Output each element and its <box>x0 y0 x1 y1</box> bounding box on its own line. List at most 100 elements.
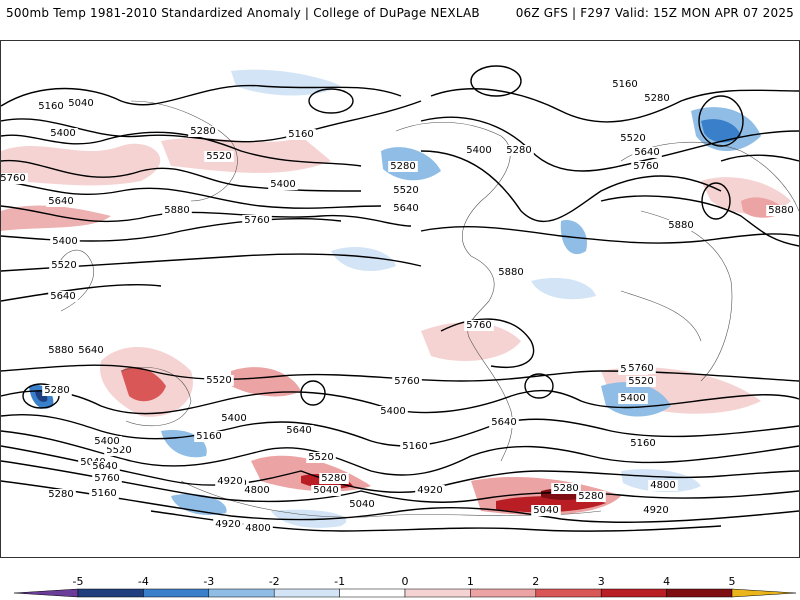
contour-label-bg <box>618 133 648 144</box>
contour-label-bg <box>531 505 561 516</box>
contour-label: 4800 <box>245 523 270 534</box>
contour-label: 5640 <box>50 291 75 302</box>
contour-label: 5280 <box>506 145 531 156</box>
contour-label: 5640 <box>78 345 103 356</box>
contour-label: 5280 <box>48 489 73 500</box>
contour-label-bg <box>76 345 106 356</box>
contour-label-bg <box>391 203 421 214</box>
contour-label-bg <box>464 320 494 331</box>
contour-label-bg <box>642 93 672 104</box>
contour-label: 5760 <box>633 161 658 172</box>
contour-label: 5280 <box>644 93 669 104</box>
contour-label-bg <box>311 485 341 496</box>
contour-label: 5400 <box>380 406 405 417</box>
contour-label-bg <box>392 376 422 387</box>
contour-label: 5640 <box>491 417 516 428</box>
contour-label-bg <box>576 491 606 502</box>
contour-label: 5880 <box>498 267 523 278</box>
contour-label: 4800 <box>650 480 675 491</box>
colorbar-ticks: -5 -4 -3 -2 -1 0 1 2 3 4 5 <box>73 575 736 588</box>
contour-label-bg <box>631 161 661 172</box>
colorbar-swatch <box>600 588 667 598</box>
contour-label-bg <box>36 101 66 112</box>
model-run-title: 06Z GFS | F297 Valid: 15Z MON APR 07 202… <box>515 6 794 20</box>
contour-label: 5160 <box>288 129 313 140</box>
contour-label: 5760 <box>1 173 26 184</box>
map-title: 500mb Temp 1981-2010 Standardized Anomal… <box>6 6 480 20</box>
contour-label: 5520 <box>620 133 645 144</box>
contour-label: 5640 <box>634 147 659 158</box>
anomaly-map: 5160 5040 5400 5280 5520 5760 5640 5880 5160 5400… <box>1 65 799 534</box>
contour-label-bg <box>46 345 76 356</box>
contour-label: 5520 <box>206 375 231 386</box>
contour-label: 5520 <box>393 185 418 196</box>
colorbar-swatch <box>535 588 602 598</box>
contour-label: 5520 <box>628 376 653 387</box>
contour-label: 5400 <box>221 413 246 424</box>
contour-label-bg <box>219 413 249 424</box>
colorbar-swatch <box>470 588 537 598</box>
colorbar: -5 -4 -3 -2 -1 0 1 2 3 4 5 <box>13 575 797 598</box>
contour-label: 5280 <box>578 491 603 502</box>
contour-label-bg <box>464 145 494 156</box>
contour-label: 5760 <box>628 363 653 374</box>
contour-label-bg <box>551 483 581 494</box>
contour-label: 5640 <box>48 196 73 207</box>
contour-labels: 5160 5040 5400 5280 5520 5760 5640 5880 5160 5400… <box>1 79 796 534</box>
contour-label: 5160 <box>38 101 63 112</box>
contour-label-bg <box>306 452 336 463</box>
contour-label-bg <box>90 461 120 472</box>
colorbar-swatch <box>404 588 471 598</box>
contour-label: 5880 <box>164 205 189 216</box>
contour-label-bg <box>204 151 234 162</box>
contour-label: 4920 <box>643 505 668 516</box>
contour-label: 5280 <box>44 385 69 396</box>
contour-label-bg <box>1 173 28 184</box>
contour-label: 4920 <box>215 519 240 530</box>
contour-label: 4800 <box>244 485 269 496</box>
contour-label: 5400 <box>94 436 119 447</box>
anomaly-shading <box>1 69 791 528</box>
contour-label: 5760 <box>394 376 419 387</box>
contour-label-bg <box>504 145 534 156</box>
colorbar-tick-label: 0 <box>402 575 409 588</box>
contour-label: 5400 <box>50 128 75 139</box>
contour-label-bg <box>104 445 134 456</box>
contour-label: 4920 <box>217 476 242 487</box>
contour-label-bg <box>243 523 273 534</box>
contour-label: 5880 <box>668 220 693 231</box>
contour-label-bg <box>242 215 272 226</box>
contour-label-bg <box>42 385 72 396</box>
contour-label-bg <box>632 147 662 158</box>
contour-label-bg <box>92 473 122 484</box>
contour-label-bg <box>188 126 218 137</box>
colorbar-under-triangle <box>13 588 79 598</box>
contour-label-bg <box>213 519 243 530</box>
colorbar-swatch <box>77 588 144 598</box>
contour-label: 5040 <box>313 485 338 496</box>
contour-label: 5400 <box>52 236 77 247</box>
contour-label-bg <box>48 128 78 139</box>
contour-label: 5160 <box>612 79 637 90</box>
contour-label: 5880 <box>48 345 73 356</box>
contour-label-bg <box>489 417 519 428</box>
contour-label-bg <box>46 489 76 500</box>
contour-label-bg <box>194 431 224 442</box>
contour-label: 5160 <box>402 441 427 452</box>
colorbar-swatches <box>13 588 797 598</box>
contour-label-bg <box>628 438 658 449</box>
colorbar-tick-label: -4 <box>138 575 149 588</box>
contour-label-bg <box>49 260 79 271</box>
colorbar-tick-label: -5 <box>73 575 84 588</box>
contour-label: 5760 <box>466 320 491 331</box>
colorbar-tick-label: 4 <box>663 575 670 588</box>
contour-label-bg <box>415 485 445 496</box>
contour-label: 5640 <box>92 461 117 472</box>
contour-label: 5880 <box>768 205 793 216</box>
contour-label-bg <box>648 480 678 491</box>
colorbar-tick-label: -3 <box>203 575 214 588</box>
contour-label: 5280 <box>321 473 346 484</box>
contour-label: 5160 <box>91 488 116 499</box>
contour-label-bg <box>666 220 696 231</box>
height-contours <box>1 65 799 532</box>
